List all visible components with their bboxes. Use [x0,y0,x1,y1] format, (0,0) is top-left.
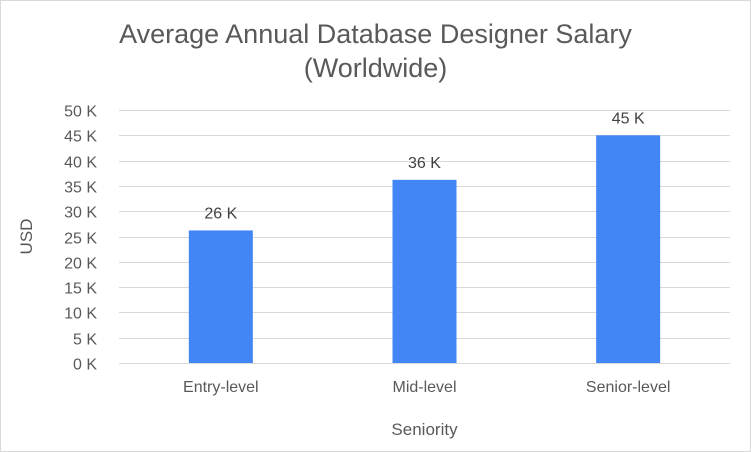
y-tick-label: 30 K [64,205,97,222]
chart-title-line-1: Average Annual Database Designer Salary [119,19,632,49]
x-axis-title: Seniority [391,420,458,439]
y-tick-label: 45 K [64,129,97,146]
y-tick-label: 20 K [64,256,97,273]
y-tick-label: 0 K [73,357,97,374]
x-tick-label: Mid-level [392,379,456,396]
bar-entry-level [188,230,253,363]
y-tick-label: 10 K [64,306,97,323]
bar-mid-level [392,179,457,363]
bar-senior-level [596,135,661,363]
data-label: 36 K [408,155,441,172]
y-tick-label: 50 K [64,104,97,121]
y-tick-label: 40 K [64,155,97,172]
y-tick-label: 15 K [64,281,97,298]
data-label: 45 K [612,110,645,127]
chart-title: Average Annual Database Designer Salary … [1,17,750,85]
data-label: 26 K [204,205,237,222]
y-axis-title: USD [17,219,36,255]
y-tick-label: 25 K [64,231,97,248]
x-tick-label: Senior-level [586,379,670,396]
chart-title-line-2: (Worldwide) [303,53,448,83]
x-tick-label: Entry-level [183,379,259,396]
y-tick-label: 35 K [64,180,97,197]
y-tick-label: 5 K [73,332,97,349]
